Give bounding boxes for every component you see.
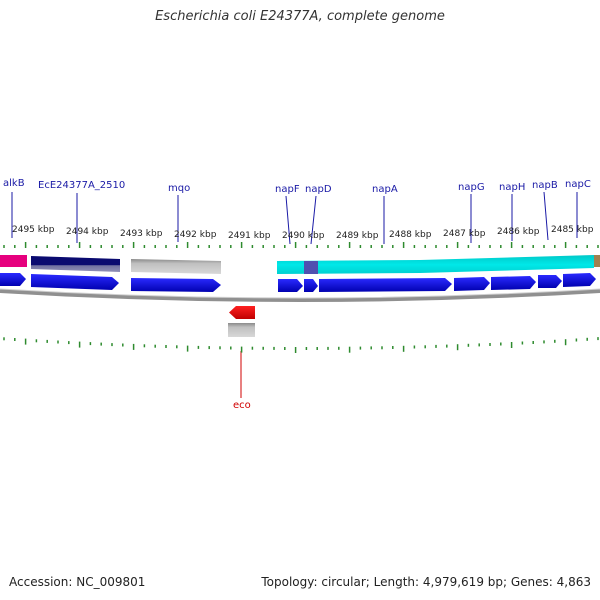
scale-label: 2493 kbp [120,229,163,239]
gene-label-EcE24377A_2510: EcE24377A_2510 [38,180,125,191]
scale-label: 2486 kbp [497,227,540,237]
cds-arrow-napH[interactable] [491,276,536,290]
accession-text: Accession: NC_009801 [9,575,146,589]
cds-arrow-EcE24377A_2510[interactable] [31,274,119,290]
cds-arrow-napC[interactable] [563,273,596,287]
feature-nap-operon-box[interactable] [277,255,594,274]
scale-ticks-upper [3,242,599,248]
scale-label: 2495 kbp [12,225,55,235]
cds-arrow-mqo[interactable] [131,278,221,292]
scale-labels: 2495 kbp 2494 kbp 2493 kbp 2492 kbp 2491… [12,225,594,241]
gene-label-napA: napA [372,184,398,195]
gene-label-alkB: alkB [3,178,25,189]
cds-track[interactable] [0,273,596,292]
feature-alkB-box[interactable] [0,255,27,267]
gene-label-napD: napD [305,184,332,195]
feature-edge-box[interactable] [594,255,600,267]
cds-arrow-napA[interactable] [319,278,452,292]
gene-label-eco: eco [233,400,251,411]
gene-labels: alkB EcE24377A_2510 mqo napF napD napA n… [3,178,591,411]
cds-arrow-napF[interactable] [278,279,303,292]
gene-label-mqo: mqo [168,183,190,194]
scale-label: 2489 kbp [336,231,379,241]
scale-label: 2490 kbp [282,231,325,241]
scale-ticks-lower [3,337,599,353]
scale-label: 2485 kbp [551,225,594,235]
cds-arrow-alkB[interactable] [0,273,26,286]
scale-label: 2491 kbp [228,231,271,241]
cds-arrow-napG[interactable] [454,277,490,291]
gene-label-napC: napC [565,179,591,190]
map-title: Escherichia coli E24377A, complete genom… [155,9,445,24]
cds-arrow-napB[interactable] [538,275,562,288]
gene-label-napF: napF [275,184,300,195]
genome-backbone [0,289,600,302]
feature-EcE24377A_2510-box[interactable] [31,256,120,272]
gene-label-lines [11,191,578,245]
genome-summary-text: Topology: circular; Length: 4,979,619 bp… [261,575,591,589]
cds-arrow-eco[interactable] [229,306,255,319]
scale-label: 2494 kbp [66,227,109,237]
feature-track-upper[interactable] [0,255,600,274]
genome-backbone-highlight [0,288,600,299]
gene-label-napG: napG [458,182,485,193]
feature-napD-box[interactable] [304,261,318,274]
feature-mqo-box[interactable] [131,259,221,274]
gene-label-napB: napB [532,180,558,191]
scale-label: 2488 kbp [389,230,432,240]
feature-track-reverse[interactable] [228,306,255,337]
feature-eco-box[interactable] [228,323,255,337]
gene-label-napH: napH [499,182,525,193]
scale-label: 2487 kbp [443,229,486,239]
cds-arrow-napD[interactable] [304,279,318,292]
scale-label: 2492 kbp [174,230,217,240]
